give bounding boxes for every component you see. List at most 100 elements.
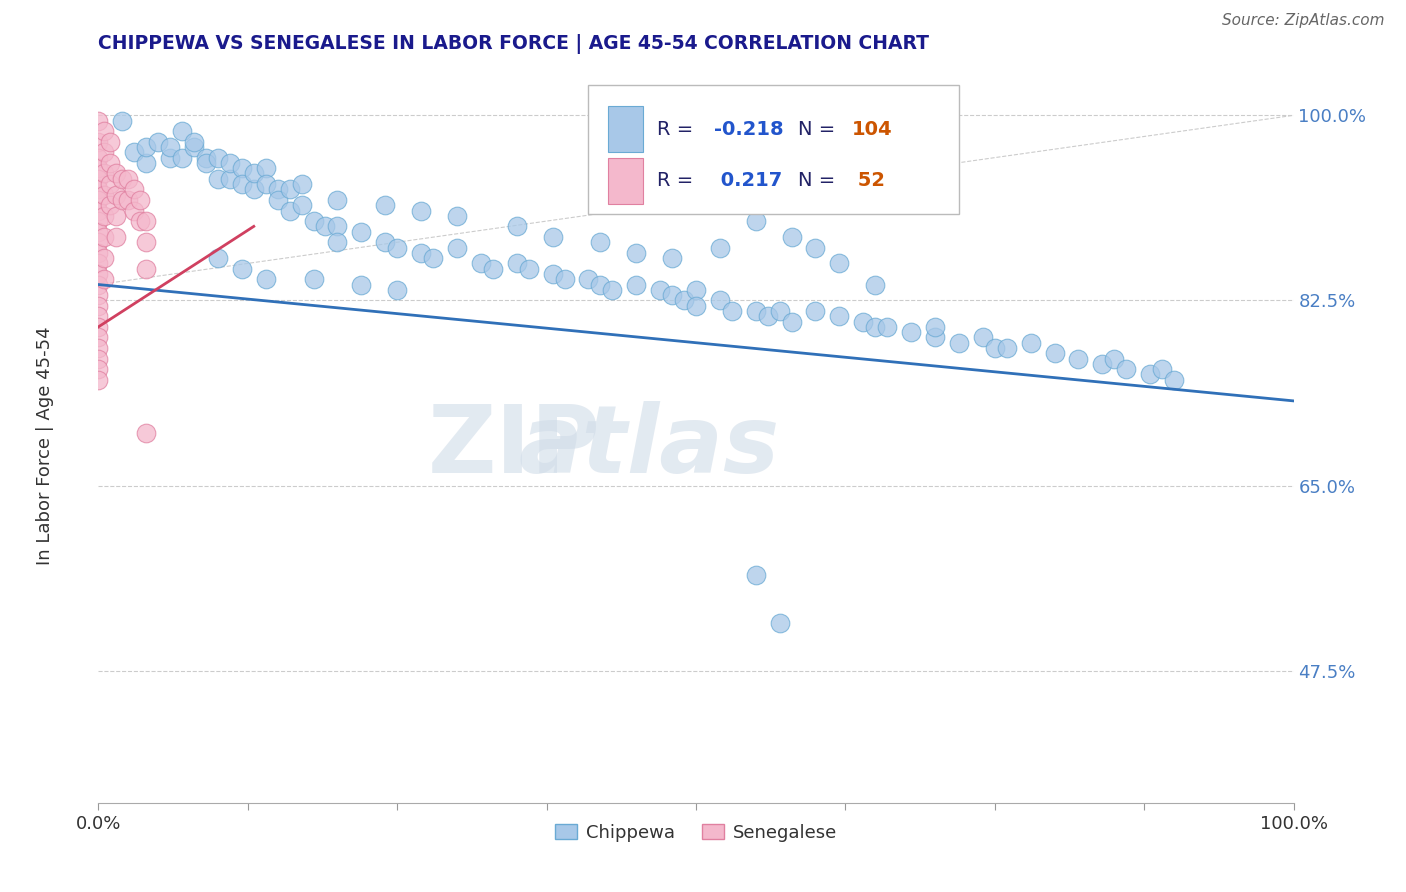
Point <box>876 319 898 334</box>
Point <box>105 230 128 244</box>
Point <box>135 261 157 276</box>
Point <box>93 230 115 244</box>
Point <box>685 299 707 313</box>
Point <box>350 225 373 239</box>
Point <box>326 193 349 207</box>
Point <box>105 166 128 180</box>
Point <box>541 230 564 244</box>
Text: 0.217: 0.217 <box>714 171 782 190</box>
Point <box>231 261 253 276</box>
Point <box>267 182 290 196</box>
FancyBboxPatch shape <box>589 85 959 214</box>
Point <box>219 156 242 170</box>
Point <box>93 145 115 160</box>
Point <box>135 425 157 440</box>
Point <box>87 161 110 176</box>
Point <box>385 283 409 297</box>
Point <box>117 193 139 207</box>
Point <box>87 288 110 302</box>
Point <box>865 319 887 334</box>
Point <box>972 330 994 344</box>
Point <box>804 304 827 318</box>
Point <box>804 240 827 255</box>
Text: 104: 104 <box>852 120 891 138</box>
Text: Source: ZipAtlas.com: Source: ZipAtlas.com <box>1222 13 1385 29</box>
Point <box>87 214 110 228</box>
Point <box>254 177 277 191</box>
Point <box>626 277 648 292</box>
Text: N =: N = <box>797 120 841 138</box>
Text: N =: N = <box>797 171 841 190</box>
Point <box>87 330 110 344</box>
Point <box>756 310 779 324</box>
Point <box>135 214 157 228</box>
Point <box>661 251 683 265</box>
Point <box>87 256 110 270</box>
Point <box>626 245 648 260</box>
Point <box>98 198 122 212</box>
Point <box>254 161 277 176</box>
Point <box>183 140 205 154</box>
Point <box>446 240 468 255</box>
Point <box>278 182 301 196</box>
Point <box>93 209 115 223</box>
Point <box>231 177 253 191</box>
Point <box>745 568 768 582</box>
Point <box>589 235 612 250</box>
Point <box>111 193 134 207</box>
Point <box>93 272 115 286</box>
Point <box>291 198 314 212</box>
Point <box>589 277 612 292</box>
Point <box>129 214 152 228</box>
Point <box>135 156 157 170</box>
Point <box>98 156 122 170</box>
Point <box>135 235 157 250</box>
Point <box>924 319 946 334</box>
Point <box>124 182 146 196</box>
Point <box>87 113 110 128</box>
Point <box>422 251 444 265</box>
Point <box>446 209 468 223</box>
Point <box>243 166 266 180</box>
Point <box>195 151 218 165</box>
Point <box>865 277 887 292</box>
Point <box>124 203 146 218</box>
Point <box>1091 357 1114 371</box>
Point <box>135 140 157 154</box>
Point <box>768 615 790 630</box>
Point <box>93 166 115 180</box>
Point <box>326 235 349 250</box>
Point <box>1152 362 1174 376</box>
Point <box>87 235 110 250</box>
Point <box>578 272 600 286</box>
Point <box>948 335 970 350</box>
Text: ZIP: ZIP <box>427 401 600 493</box>
Point <box>721 304 744 318</box>
Point <box>231 161 253 176</box>
Point <box>87 319 110 334</box>
Point <box>207 251 229 265</box>
Point <box>183 135 205 149</box>
Point <box>207 151 229 165</box>
Text: CHIPPEWA VS SENEGALESE IN LABOR FORCE | AGE 45-54 CORRELATION CHART: CHIPPEWA VS SENEGALESE IN LABOR FORCE | … <box>98 34 929 54</box>
Point <box>685 283 707 297</box>
Point <box>828 310 851 324</box>
Point <box>291 177 314 191</box>
Point <box>87 277 110 292</box>
Point <box>326 219 349 234</box>
Point <box>219 171 242 186</box>
Point <box>302 214 325 228</box>
Point <box>87 267 110 281</box>
Legend: Chippewa, Senegalese: Chippewa, Senegalese <box>548 817 844 849</box>
Text: atlas: atlas <box>519 401 779 493</box>
Point <box>98 135 122 149</box>
Point <box>87 193 110 207</box>
Point <box>780 230 803 244</box>
Point <box>195 156 218 170</box>
Point <box>105 209 128 223</box>
Point <box>254 272 277 286</box>
Point <box>93 187 115 202</box>
Point <box>768 304 790 318</box>
Point <box>117 171 139 186</box>
Point <box>506 256 529 270</box>
